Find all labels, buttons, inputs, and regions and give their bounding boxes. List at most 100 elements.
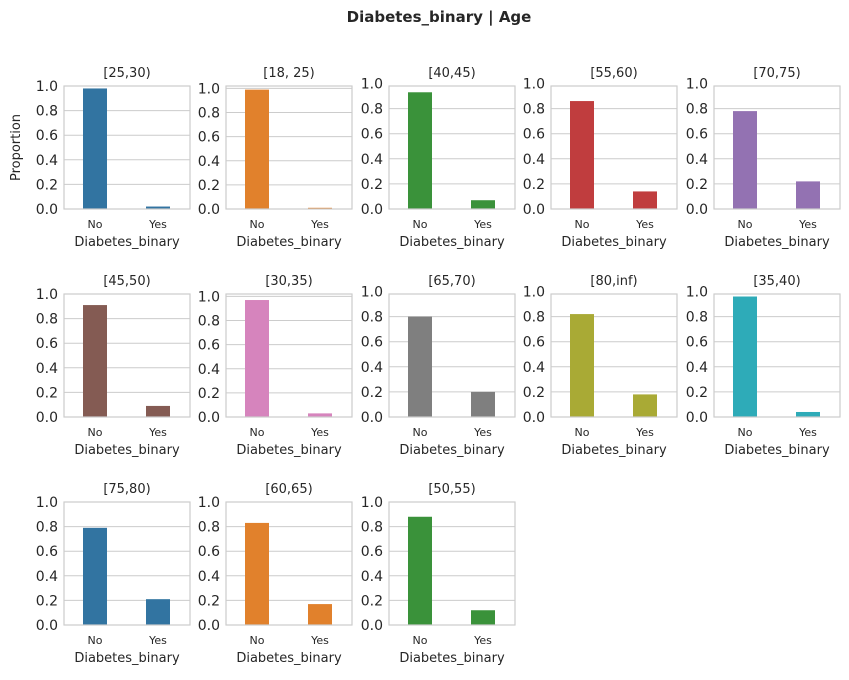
y-tick-label: 0.2 <box>198 178 220 194</box>
bar-yes <box>308 413 332 417</box>
y-tick-label: 0.0 <box>36 618 58 634</box>
y-tick-label: 0.2 <box>686 385 708 401</box>
facet-panel: [60,65) 0.0 0.2 0.4 0.6 0.8 1.0 No Yes Diabetes_b… <box>198 482 353 666</box>
panel-title: [18, 25) <box>263 66 315 81</box>
x-tick-label: No <box>88 218 103 231</box>
y-tick-label: 0.4 <box>361 569 383 585</box>
bar-no <box>733 296 757 417</box>
y-tick-label: 1.0 <box>36 495 58 511</box>
x-tick-label: Yes <box>148 426 167 439</box>
y-tick-label: 0.0 <box>686 410 708 426</box>
y-tick-label: 0.0 <box>361 410 383 426</box>
y-tick-label: 0.8 <box>686 310 708 326</box>
axes-frame <box>713 293 841 418</box>
y-tick-label: 0.0 <box>361 202 383 218</box>
y-tick-label: 0.6 <box>361 544 383 560</box>
x-tick-label: No <box>88 634 103 647</box>
bar-no <box>408 516 432 625</box>
y-tick-label: 1.0 <box>361 495 383 511</box>
y-tick-label: 0.6 <box>523 127 545 143</box>
bar-yes <box>308 207 332 209</box>
x-tick-label: No <box>738 426 753 439</box>
axes-frame <box>63 293 191 418</box>
y-tick-label: 0.8 <box>198 106 220 122</box>
x-tick-label: No <box>250 634 265 647</box>
x-tick-label: No <box>413 634 428 647</box>
bar-no <box>408 316 432 417</box>
y-tick-label: 0.4 <box>361 360 383 376</box>
bar-no <box>83 88 107 209</box>
y-tick-label: 0.0 <box>36 202 58 218</box>
y-tick-label: 0.6 <box>686 335 708 351</box>
y-tick-label: 0.6 <box>361 335 383 351</box>
y-tick-label: 0.8 <box>198 314 220 330</box>
panel-title: [50,55) <box>428 482 475 497</box>
y-tick-label: 0.2 <box>523 385 545 401</box>
y-tick-label: 0.4 <box>686 360 708 376</box>
y-tick-label: 0.2 <box>361 385 383 401</box>
y-tick-label: 1.0 <box>198 81 220 97</box>
y-tick-label: 0.6 <box>36 128 58 144</box>
axes-frame <box>225 293 353 418</box>
x-tick-label: No <box>575 426 590 439</box>
facet-panel: [55,60) 0.0 0.2 0.4 0.6 0.8 1.0 No Yes Diabetes_b… <box>523 66 678 250</box>
y-tick-label: 1.0 <box>36 287 58 303</box>
facet-panel: [75,80) 0.0 0.2 0.4 0.6 0.8 1.0 No Yes Diabetes_b… <box>36 482 191 666</box>
y-tick-label: 0.0 <box>198 410 220 426</box>
axes-frame <box>388 293 516 418</box>
bar-yes <box>633 191 657 209</box>
facet-panel: [35,40) 0.0 0.2 0.4 0.6 0.8 1.0 No Yes Diabetes_b… <box>686 274 841 458</box>
bar-no <box>83 527 107 625</box>
bar-no <box>733 111 757 209</box>
x-tick-label: Yes <box>635 426 654 439</box>
x-tick-label: Yes <box>473 634 492 647</box>
y-tick-label: 0.6 <box>198 338 220 354</box>
y-tick-label: 0.8 <box>523 102 545 118</box>
axes-frame <box>63 501 191 626</box>
x-axis-label: Diabetes_binary <box>399 651 505 666</box>
panel-title: [75,80) <box>103 482 150 497</box>
bar-yes <box>471 391 495 417</box>
bar-yes <box>308 604 332 625</box>
y-tick-label: 0.8 <box>361 102 383 118</box>
y-tick-label: 0.2 <box>198 386 220 402</box>
y-tick-label: 0.8 <box>36 312 58 328</box>
panel-title: [80,inf) <box>590 274 637 289</box>
panel-title: [55,60) <box>590 66 637 81</box>
y-tick-label: 0.6 <box>198 130 220 146</box>
y-tick-label: 0.2 <box>36 385 58 401</box>
bar-yes <box>146 405 170 417</box>
y-tick-label: 0.0 <box>361 618 383 634</box>
x-tick-label: No <box>250 218 265 231</box>
x-tick-label: Yes <box>310 426 329 439</box>
bar-yes <box>471 610 495 625</box>
facet-panel: [45,50) 0.0 0.2 0.4 0.6 0.8 1.0 No Yes Diabetes_b… <box>36 274 191 458</box>
y-tick-label: 0.8 <box>361 520 383 536</box>
x-tick-label: No <box>738 218 753 231</box>
facet-panel: [80,inf) 0.0 0.2 0.4 0.6 0.8 1.0 No Yes Diabetes_… <box>523 274 678 458</box>
x-axis-label: Diabetes_binary <box>74 235 180 250</box>
panel-title: [45,50) <box>103 274 150 289</box>
y-tick-label: 0.4 <box>198 569 220 585</box>
x-tick-label: Yes <box>635 218 654 231</box>
facet-panel: [30,35) 0.0 0.2 0.4 0.6 0.8 1.0 No Yes Diabetes_b… <box>198 274 353 458</box>
y-tick-label: 0.0 <box>686 202 708 218</box>
y-tick-label: 0.6 <box>198 544 220 560</box>
panel-title: [70,75) <box>753 66 800 81</box>
x-tick-label: No <box>413 426 428 439</box>
bar-yes <box>146 599 170 625</box>
bar-no <box>245 522 269 625</box>
y-tick-label: 0.4 <box>198 154 220 170</box>
x-tick-label: Yes <box>798 426 817 439</box>
y-tick-label: 0.6 <box>36 336 58 352</box>
y-tick-label: 1.0 <box>523 284 545 300</box>
y-tick-label: 0.2 <box>36 593 58 609</box>
x-tick-label: Yes <box>148 634 167 647</box>
y-tick-label: 0.2 <box>198 593 220 609</box>
y-tick-label: 0.2 <box>361 593 383 609</box>
figure-title: Diabetes_binary | Age <box>347 8 532 27</box>
axes-frame <box>550 85 678 210</box>
bar-no <box>408 92 432 209</box>
facet-panel: [18, 25) 0.0 0.2 0.4 0.6 0.8 1.0 No Yes Diabetes_… <box>198 66 353 250</box>
y-tick-label: 0.4 <box>523 152 545 168</box>
